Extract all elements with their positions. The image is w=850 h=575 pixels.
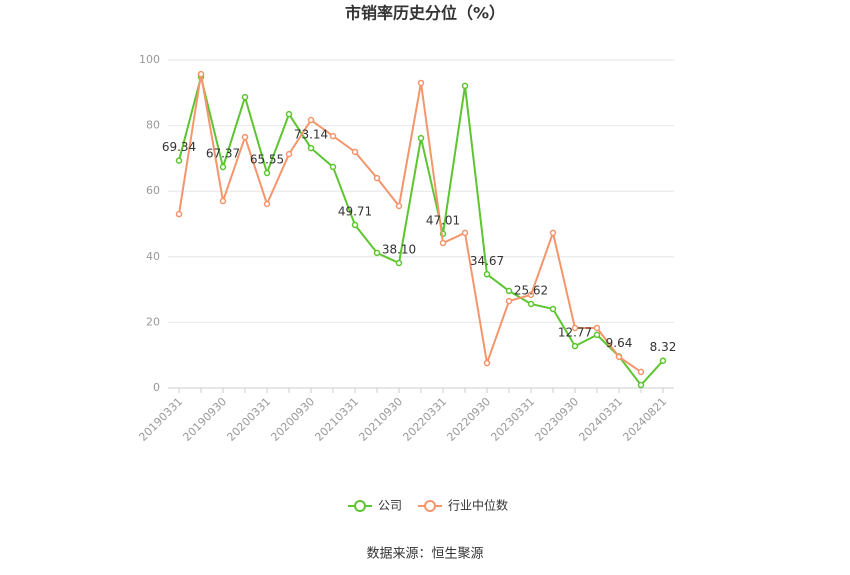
x-tick-label: 20210331	[312, 395, 361, 444]
point	[505, 297, 513, 305]
point	[241, 133, 249, 141]
legend-label: 行业中位数	[448, 498, 508, 513]
series-line	[178, 73, 642, 373]
point	[241, 93, 249, 101]
point	[417, 79, 425, 87]
data-label: 12.77	[558, 326, 592, 340]
point	[527, 291, 535, 299]
data-label: 34.67	[470, 254, 504, 268]
data-label: 49.71	[338, 204, 372, 218]
y-tick-label: 40	[146, 250, 160, 263]
y-tick-label: 100	[139, 53, 160, 66]
x-tick-label: 20190930	[180, 395, 229, 444]
data-label: 47.01	[426, 213, 460, 227]
point	[263, 169, 271, 177]
x-tick-label: 20210930	[356, 395, 405, 444]
point	[461, 82, 469, 90]
point	[505, 287, 513, 295]
legend-label: 公司	[378, 499, 402, 513]
point	[175, 157, 183, 164]
point	[307, 144, 315, 152]
point	[417, 134, 425, 142]
point	[571, 324, 579, 332]
y-tick-label: 60	[146, 184, 160, 197]
point	[461, 229, 469, 237]
x-tick-label: 20230331	[488, 395, 537, 444]
source: 数据来源：恒生聚源	[366, 547, 483, 562]
point	[549, 229, 557, 237]
x-tick-label: 20240821	[620, 395, 669, 444]
point	[483, 359, 491, 367]
point	[395, 259, 403, 267]
x-tick-label: 20220331	[400, 395, 449, 444]
point	[351, 148, 359, 156]
point	[637, 381, 645, 389]
data-label: 65.55	[250, 152, 284, 166]
point	[351, 221, 359, 229]
data-label: 67.37	[206, 147, 240, 161]
data-label: 8.32	[650, 340, 677, 354]
data-label: 38.10	[382, 243, 416, 257]
point	[593, 324, 601, 332]
point	[659, 357, 667, 364]
point	[175, 210, 183, 218]
y-tick-label: 0	[153, 381, 160, 394]
data-label: 73.14	[294, 128, 328, 142]
x-tick-label: 20230930	[532, 395, 581, 444]
point	[593, 331, 601, 339]
data-label: 9.64	[606, 336, 633, 350]
point	[373, 249, 381, 257]
legend-marker	[354, 500, 366, 512]
point	[307, 116, 315, 124]
y-tick-label: 80	[146, 119, 160, 132]
point	[285, 150, 293, 158]
point	[571, 342, 579, 350]
point	[549, 305, 557, 313]
x-tick-label: 20190331	[136, 395, 185, 444]
data-label: 69.34	[162, 140, 196, 154]
x-tick-label: 20200331	[224, 395, 273, 444]
point	[439, 239, 447, 247]
point	[637, 368, 645, 376]
point	[219, 197, 227, 205]
y-tick-label: 20	[146, 315, 160, 328]
x-tick-label: 20200930	[268, 395, 317, 444]
point	[615, 353, 623, 361]
point	[329, 163, 337, 171]
point	[285, 110, 293, 118]
x-tick-label: 20240331	[576, 395, 625, 444]
point	[373, 174, 381, 182]
point	[219, 163, 227, 171]
chart-title: 市销率历史分位（%）	[345, 4, 505, 23]
point	[483, 271, 491, 278]
legend-marker	[424, 500, 437, 512]
data-label: 25.62	[514, 283, 548, 297]
point	[263, 200, 271, 208]
point	[527, 300, 535, 308]
x-tick-label: 20220930	[444, 395, 493, 444]
point	[395, 202, 403, 210]
point	[329, 132, 337, 140]
point	[197, 70, 205, 78]
